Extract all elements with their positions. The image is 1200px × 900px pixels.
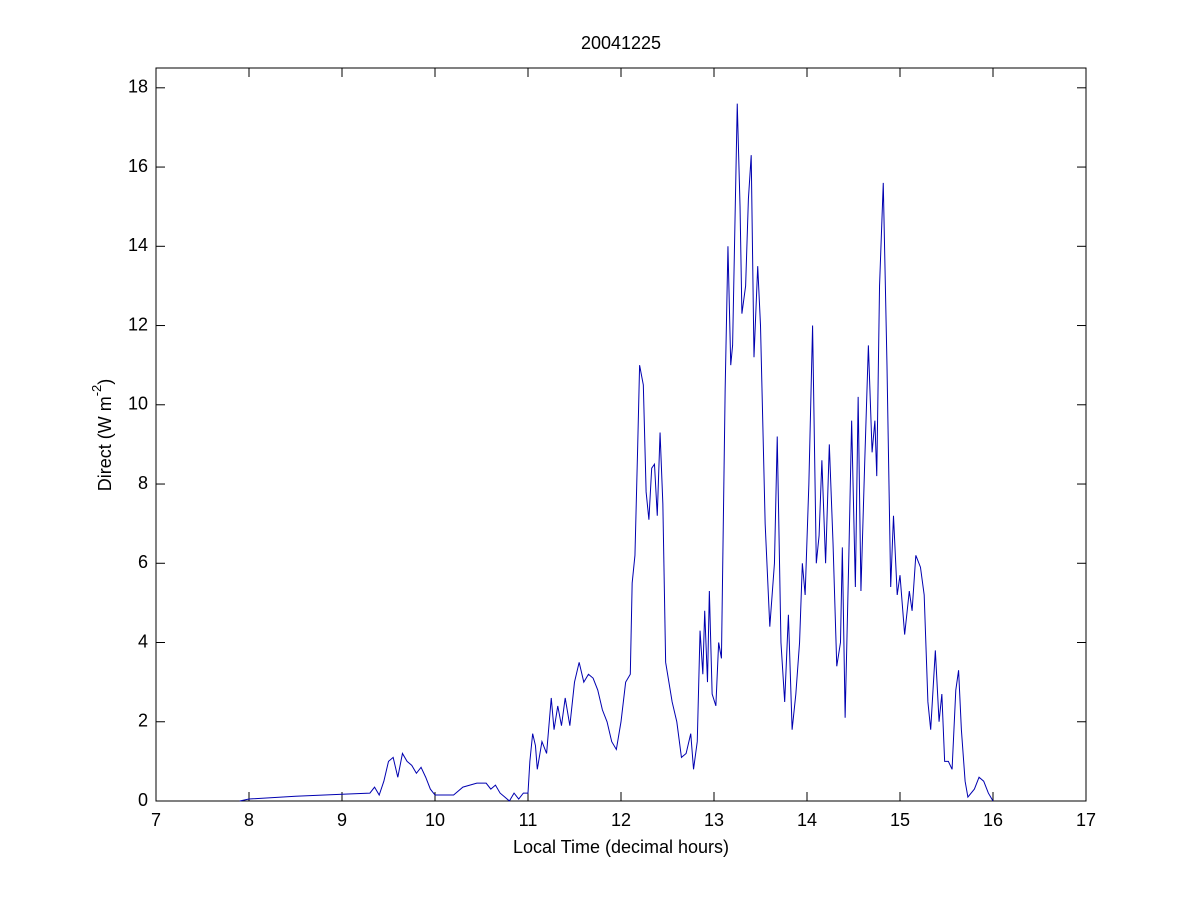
chart-title: 20041225: [581, 33, 661, 53]
x-tick-label: 16: [983, 810, 1003, 830]
x-tick-label: 9: [337, 810, 347, 830]
x-tick-label: 17: [1076, 810, 1096, 830]
y-tick-label: 4: [138, 631, 148, 651]
y-tick-label: 10: [128, 394, 148, 414]
y-axis-label: Direct (W m-2): [89, 379, 114, 492]
x-tick-label: 13: [704, 810, 724, 830]
y-tick-label: 16: [128, 156, 148, 176]
y-tick-label: 2: [138, 711, 148, 731]
y-tick-label: 18: [128, 77, 148, 97]
y-tick-label: 6: [138, 552, 148, 572]
y-tick-label: 0: [138, 790, 148, 810]
plot-area: [155, 67, 1087, 802]
x-tick-label: 7: [151, 810, 161, 830]
y-label-superscript: -2: [89, 385, 104, 397]
x-tick-label: 12: [611, 810, 631, 830]
y-label-text: ): [95, 379, 115, 385]
x-tick-label: 10: [425, 810, 445, 830]
data-line: [239, 103, 994, 802]
x-tick-label: 15: [890, 810, 910, 830]
x-axis-label: Local Time (decimal hours): [513, 837, 729, 857]
y-tick-label: 14: [128, 235, 148, 255]
x-tick-label: 8: [244, 810, 254, 830]
x-tick-label: 14: [797, 810, 817, 830]
x-tick-label: 11: [519, 810, 538, 830]
y-tick-label: 12: [128, 314, 148, 334]
y-tick-label: 8: [138, 473, 148, 493]
y-label-text: Direct (W m: [95, 396, 115, 491]
